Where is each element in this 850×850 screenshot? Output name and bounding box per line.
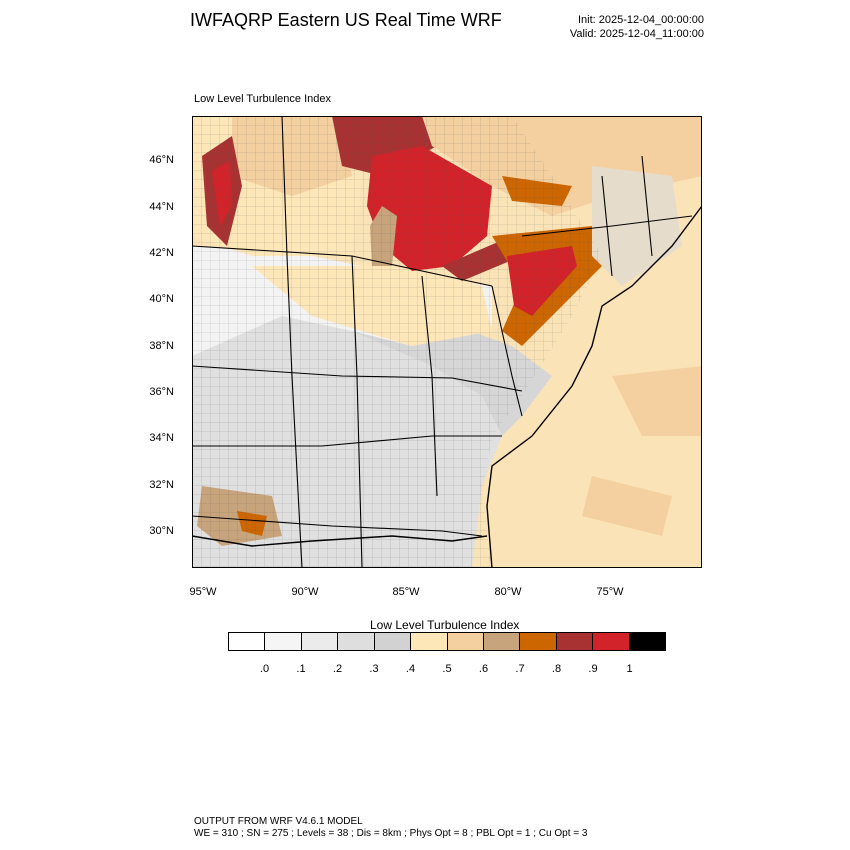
colorbar-title: Low Level Turbulence Index [370, 618, 520, 632]
colorbar-tick-label: 1 [626, 663, 633, 675]
colorbar-tick-label: .9 [588, 663, 598, 675]
lat-label: 40°N [149, 293, 174, 305]
lat-label: 30°N [149, 525, 174, 537]
new-england [592, 166, 682, 286]
colorbar-tick-label: .7 [515, 663, 525, 675]
colorbar-box [447, 633, 484, 650]
colorbar-box [301, 633, 339, 650]
model-info-line2: WE = 310 ; SN = 275 ; Levels = 38 ; Dis … [194, 828, 588, 839]
lat-label: 34°N [149, 432, 174, 444]
colorbar-tick-label: .1 [296, 663, 306, 675]
turbulence-map [192, 116, 702, 568]
lon-label: 85°W [392, 586, 420, 598]
atlantic-tan-2 [582, 476, 672, 536]
lat-label: 36°N [149, 386, 174, 398]
colorbar-tick-label: .5 [442, 663, 452, 675]
colorbar-box [411, 633, 448, 650]
lat-label: 38°N [149, 340, 174, 352]
lon-label: 95°W [189, 586, 217, 598]
lon-label: 90°W [291, 586, 319, 598]
page-title: IWFAQRP Eastern US Real Time WRF [190, 10, 502, 30]
lon-label: 75°W [596, 586, 624, 598]
coastline [486, 205, 702, 568]
state-borders [192, 116, 693, 568]
lon-label: 80°W [494, 586, 522, 598]
colorbar-box [556, 633, 594, 650]
colorbar-box [520, 633, 557, 650]
map-border [192, 116, 702, 568]
lat-label: 46°N [149, 154, 174, 166]
colorbar-tick-label: .2 [332, 663, 343, 675]
colorbar-tick-label: .0 [259, 663, 270, 675]
colorbar-box [629, 633, 666, 650]
colorbar-box [265, 633, 302, 650]
colorbar-box [374, 633, 412, 650]
lat-label: 32°N [149, 479, 174, 491]
colorbar-box [483, 633, 521, 650]
lat-label: 44°N [149, 201, 174, 213]
lat-label: 42°N [149, 247, 174, 259]
colorbar-tick-label: .6 [478, 663, 489, 675]
county-lines [192, 116, 602, 568]
init-time: Init: 2025-12-04_00:00:00 [578, 14, 704, 26]
colorbar [228, 632, 666, 651]
gulf-coastline [192, 535, 488, 547]
atlantic-tan-1 [612, 366, 702, 436]
model-info-line1: OUTPUT FROM WRF V4.6.1 MODEL [194, 816, 363, 827]
colorbar-box [593, 633, 630, 650]
colorbar-box [338, 633, 375, 650]
colorbar-box [229, 633, 266, 650]
colorbar-tick-label: .3 [369, 663, 379, 675]
colorbar-tick-label: .4 [405, 663, 416, 675]
colorbar-tick-label: .8 [551, 663, 562, 675]
valid-time: Valid: 2025-12-04_11:00:00 [569, 28, 704, 40]
field-label: Low Level Turbulence Index [194, 93, 331, 105]
